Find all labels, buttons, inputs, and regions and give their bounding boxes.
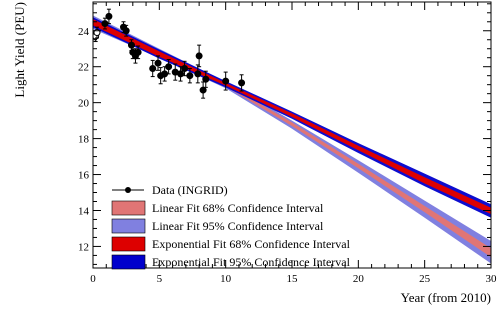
- data-marker: [177, 70, 185, 78]
- data-point: [199, 81, 207, 99]
- legend-swatch: [111, 218, 146, 234]
- legend-swatch: [111, 200, 146, 216]
- x-axis-title: Year (from 2010): [401, 290, 491, 305]
- data-point: [122, 24, 130, 37]
- data-point: [105, 8, 113, 25]
- data-marker: [165, 63, 173, 71]
- data-marker: [134, 48, 142, 56]
- legend-label: Exponential Fit 68% Confidence Interval: [152, 237, 351, 251]
- x-tick-label: 25: [419, 273, 431, 285]
- legend: Data (INGRID) Linear Fit 68% Confidence I…: [111, 183, 351, 270]
- x-tick-label: 5: [157, 273, 163, 285]
- data-point: [194, 64, 202, 84]
- data-marker: [181, 65, 189, 72]
- data-marker: [238, 79, 246, 87]
- data-point: [238, 74, 246, 92]
- data-point: [202, 70, 210, 88]
- legend-label: Data (INGRID): [152, 183, 228, 197]
- axis-ticks: 0 5 10 15 20 25 30 12 14 16 18 20 22 24: [78, 2, 497, 285]
- y-tick-label: 12: [78, 241, 89, 253]
- legend-marker: [125, 187, 131, 193]
- data-point: [177, 66, 185, 82]
- data-marker: [199, 86, 207, 94]
- legend-swatch: [111, 254, 146, 270]
- legend-item: Linear Fit 68% Confidence Interval: [111, 200, 324, 216]
- y-tick-label: 14: [78, 205, 90, 217]
- data-marker: [154, 59, 162, 67]
- x-tick-label: 20: [353, 273, 365, 285]
- data-point: [154, 55, 162, 71]
- data-marker: [186, 72, 194, 80]
- y-tick-label: 18: [78, 134, 90, 146]
- x-tick-label: 30: [486, 273, 498, 285]
- data-marker: [105, 12, 113, 20]
- y-axis-title: Light Yield (PEU): [12, 2, 27, 98]
- data-point: [186, 68, 194, 84]
- data-marker: [194, 70, 202, 78]
- legend-item: Data (INGRID): [112, 183, 228, 197]
- x-tick-label: 10: [220, 273, 232, 285]
- legend-label: Linear Fit 95% Confidence Interval: [152, 219, 324, 233]
- band-exp-68: [93, 19, 491, 215]
- legend-item: Exponential Fit 68% Confidence Interval: [111, 236, 351, 252]
- data-marker: [149, 65, 157, 72]
- x-tick-label: 15: [287, 273, 299, 285]
- data-marker: [127, 41, 135, 49]
- data-point: [171, 63, 179, 81]
- data-point: [181, 60, 189, 77]
- legend-label: Linear Fit 68% Confidence Interval: [152, 201, 324, 215]
- data-marker: [222, 77, 230, 85]
- legend-swatch: [111, 236, 146, 252]
- data-marker: [122, 27, 130, 35]
- data-point: [149, 59, 157, 78]
- y-tick-label: 20: [78, 98, 90, 110]
- legend-label: Exponential Fit 95% Confidence Interval: [152, 255, 351, 269]
- legend-item: Exponential Fit 95% Confidence Interval: [111, 254, 351, 270]
- y-tick-label: 24: [78, 26, 90, 38]
- y-tick-label: 16: [78, 170, 90, 182]
- legend-item: Linear Fit 95% Confidence Interval: [111, 218, 324, 234]
- data-point: [161, 66, 169, 82]
- data-marker: [202, 75, 210, 83]
- data-point: [222, 71, 230, 91]
- data-point: [134, 45, 142, 60]
- data-point: [165, 59, 173, 75]
- x-tick-label: 0: [90, 273, 96, 285]
- y-tick-label: 22: [78, 62, 89, 74]
- data-marker: [195, 52, 203, 60]
- data-point: [195, 44, 203, 68]
- plot-area: [93, 8, 491, 264]
